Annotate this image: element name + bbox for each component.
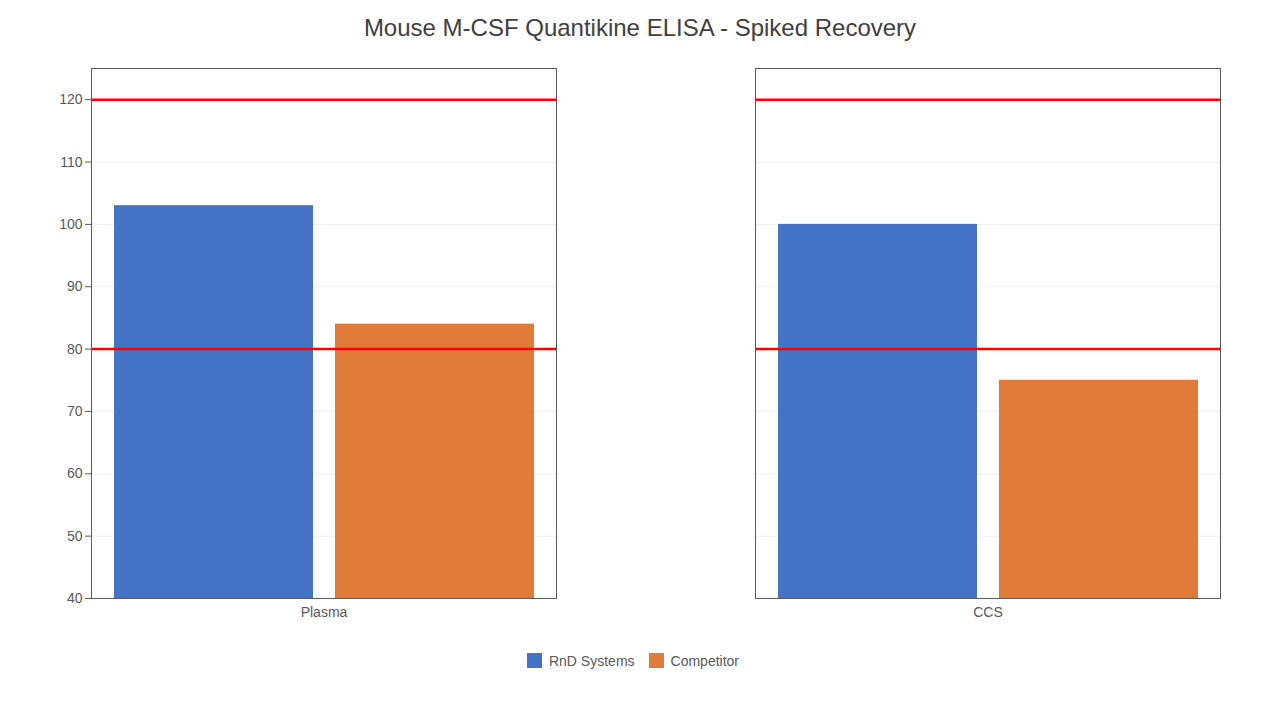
svg-text:Plasma: Plasma	[301, 604, 348, 620]
html-text:RnD Systems: RnD Systems	[549, 652, 635, 669]
svg-text:110: 110	[60, 154, 83, 170]
html-text:Mouse M-CSF Quantikine ELISA -: Mouse M-CSF Quantikine ELISA - Spiked Re…	[363, 14, 917, 41]
svg-text:120: 120	[59, 91, 83, 107]
html-text:Competitor: Competitor	[670, 652, 739, 669]
svg-text:60: 60	[67, 465, 83, 481]
svg-text:40: 40	[67, 590, 83, 606]
svg-text:80: 80	[67, 341, 83, 357]
svg-text:90: 90	[67, 278, 83, 294]
svg-text:CCS: CCS	[973, 604, 1003, 620]
svg-text:50: 50	[67, 528, 83, 544]
svg-text:100: 100	[59, 216, 83, 232]
svg-text:70: 70	[67, 403, 83, 419]
